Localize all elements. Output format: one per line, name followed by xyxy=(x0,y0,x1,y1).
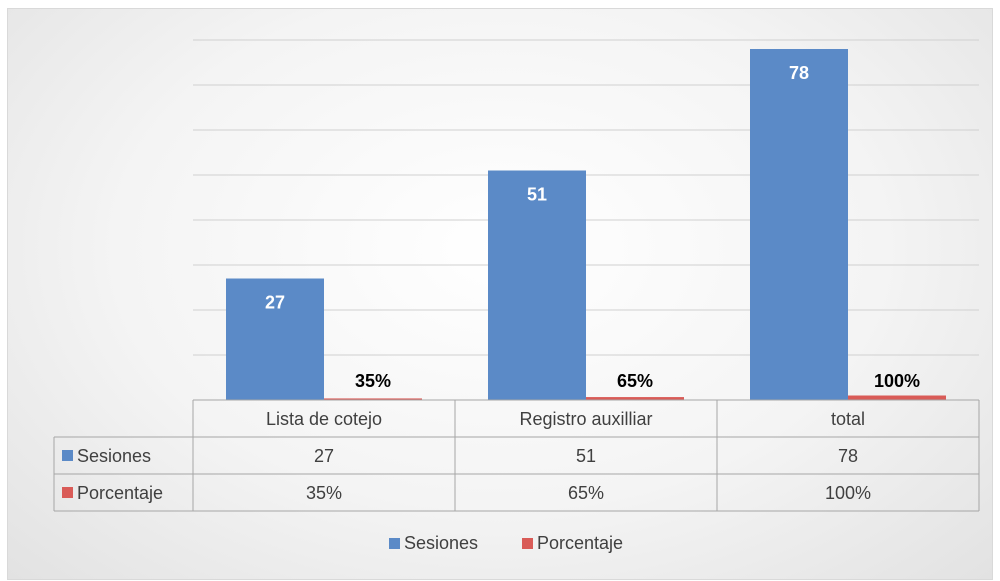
table-row-label: Sesiones xyxy=(77,446,151,466)
table-row-label: Porcentaje xyxy=(77,483,163,503)
data-label: 100% xyxy=(874,371,920,391)
bar xyxy=(226,278,324,400)
data-label: 35% xyxy=(355,371,391,391)
legend-label: Sesiones xyxy=(404,533,478,553)
legend-key xyxy=(522,538,533,549)
bar xyxy=(848,395,946,400)
category-label: Registro auxilliar xyxy=(519,409,652,429)
legend-key xyxy=(389,538,400,549)
table-cell: 65% xyxy=(568,483,604,503)
table-cell: 100% xyxy=(825,483,871,503)
table-cell: 27 xyxy=(314,446,334,466)
table-cell: 35% xyxy=(306,483,342,503)
data-label: 27 xyxy=(265,293,285,313)
data-label: 51 xyxy=(527,185,547,205)
data-label: 65% xyxy=(617,371,653,391)
legend-key xyxy=(62,487,73,498)
bar xyxy=(488,170,586,400)
legend-key xyxy=(62,450,73,461)
bar xyxy=(586,397,684,400)
category-label: total xyxy=(831,409,865,429)
bar xyxy=(750,49,848,400)
table-cell: 51 xyxy=(576,446,596,466)
category-label: Lista de cotejo xyxy=(266,409,382,429)
data-label: 78 xyxy=(789,63,809,83)
legend-label: Porcentaje xyxy=(537,533,623,553)
table-cell: 78 xyxy=(838,446,858,466)
bar xyxy=(324,398,422,400)
